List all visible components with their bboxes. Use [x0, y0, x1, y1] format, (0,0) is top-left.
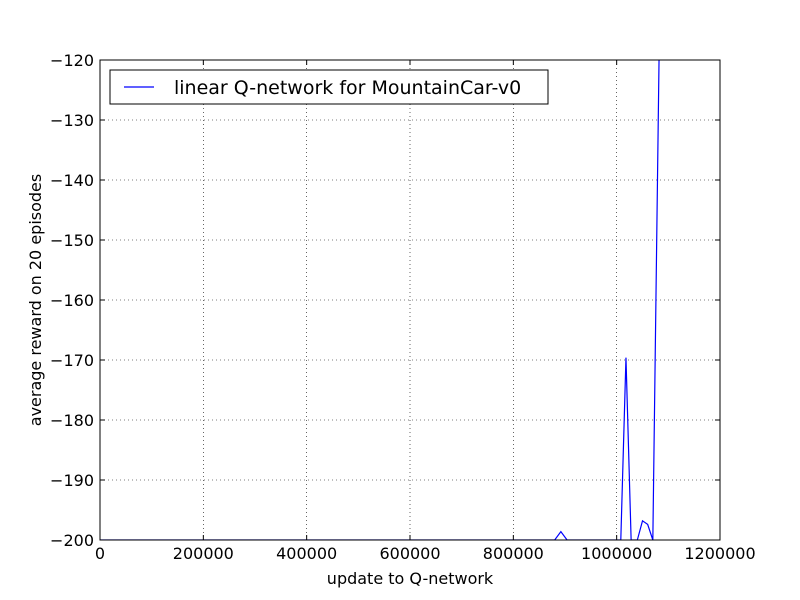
x-tick-label: 800000	[483, 544, 544, 563]
axis-ticks	[99, 59, 721, 541]
x-tick-label: 1200000	[684, 544, 755, 563]
x-tick-label: 0	[95, 544, 105, 563]
legend-entry-label: linear Q-network for MountainCar-v0	[174, 77, 521, 99]
legend: linear Q-network for MountainCar-v0	[109, 69, 549, 105]
x-tick-label: 200000	[173, 544, 234, 563]
y-tick-label: −150	[50, 231, 94, 250]
y-axis-label: average reward on 20 episodes	[26, 174, 45, 426]
y-tick-label: −140	[50, 171, 94, 190]
legend-box	[109, 69, 549, 105]
y-tick-label: −130	[50, 111, 94, 130]
y-tick-label: −180	[50, 411, 94, 430]
tick-labels: 0 200000 400000 600000 800000 1000000 1200000 −…	[50, 51, 756, 563]
series-lines	[100, 60, 660, 540]
grid-lines	[99, 59, 721, 541]
x-tick-label: 600000	[379, 544, 440, 563]
x-tick-label: 1000000	[581, 544, 652, 563]
x-axis-label: update to Q-network	[327, 569, 494, 588]
y-tick-label: −170	[50, 351, 94, 370]
y-tick-label: −190	[50, 471, 94, 490]
y-tick-label: −200	[50, 531, 94, 550]
y-tick-label: −120	[50, 51, 94, 70]
x-tick-label: 400000	[276, 544, 337, 563]
series-line-0	[100, 60, 660, 540]
y-tick-label: −160	[50, 291, 94, 310]
